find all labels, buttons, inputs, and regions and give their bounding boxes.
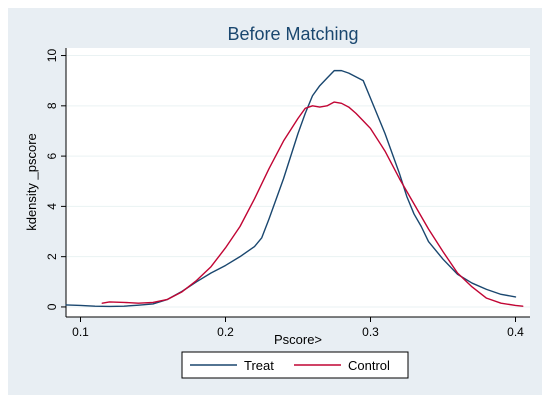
chart-title: Before Matching: [227, 24, 358, 44]
y-axis-label: kdensity _pscore: [24, 133, 39, 231]
series-line-control: [101, 101, 524, 307]
chart-figure: Before Matching 0 2 4 6 8 10 0.1 0.2 0.3 0.4 Psco…: [8, 8, 542, 395]
y-tick-label-5: 10: [45, 49, 59, 63]
plot-area: [66, 48, 530, 317]
legend-label-control: Control: [348, 358, 390, 373]
legend: Treat Control: [181, 351, 409, 379]
legend-label-treat: Treat: [244, 358, 274, 373]
x-tick-label-0: 0.1: [72, 325, 89, 339]
axes: 0 2 4 6 8 10 0.1 0.2 0.3 0.4: [45, 48, 530, 339]
y-tick-label-1: 2: [45, 253, 59, 260]
x-axis-label: Pscore>: [274, 332, 322, 347]
y-tick-label-3: 6: [45, 152, 59, 159]
y-tick-label-4: 8: [45, 102, 59, 109]
y-tick-label-0: 0: [45, 303, 59, 310]
x-tick-label-3: 0.4: [507, 325, 524, 339]
density-chart: Before Matching 0 2 4 6 8 10 0.1 0.2 0.3 0.4 Psco…: [24, 24, 530, 379]
x-tick-label-1: 0.2: [217, 325, 234, 339]
y-tick-label-2: 4: [45, 203, 59, 210]
grid-lines: [66, 55, 530, 308]
series-lines: [65, 69, 524, 308]
x-tick-label-2: 0.3: [362, 325, 379, 339]
